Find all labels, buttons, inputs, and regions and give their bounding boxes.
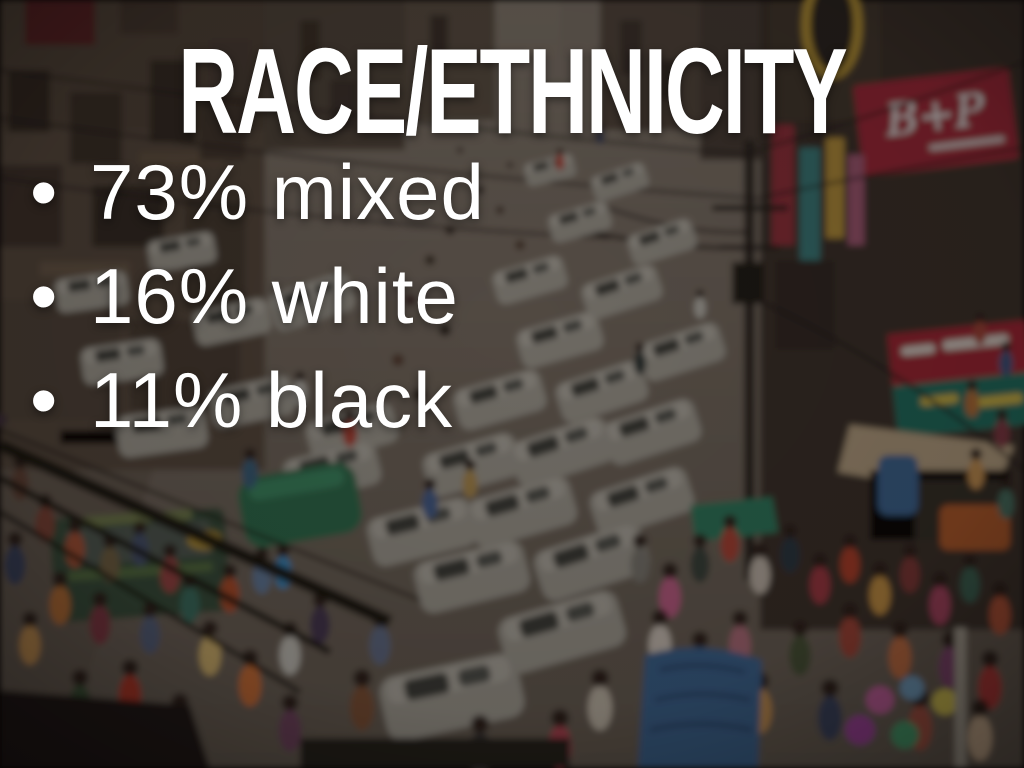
bullet-text: 73% mixed [90, 147, 485, 236]
bullet-text: 16% white [90, 251, 459, 340]
bullet-item: • 11% black [24, 348, 485, 452]
bullet-item: • 73% mixed [24, 140, 485, 244]
bullet-text: 11% black [90, 355, 454, 444]
bullet-item: • 16% white [24, 244, 485, 348]
bullet-marker: • [30, 355, 59, 444]
slide-title: RACE/ETHNICITY [178, 23, 847, 159]
bullet-list: • 73% mixed • 16% white • 11% black [24, 140, 485, 452]
bullet-marker: • [30, 251, 59, 340]
bullet-marker: • [30, 147, 59, 236]
